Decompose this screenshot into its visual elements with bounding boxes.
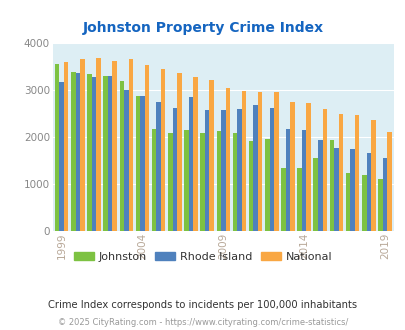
Bar bbox=[366, 153, 370, 231]
Bar bbox=[103, 76, 108, 231]
Bar bbox=[75, 73, 80, 231]
Bar bbox=[345, 173, 350, 231]
Bar bbox=[264, 139, 269, 231]
Text: Johnston Property Crime Index: Johnston Property Crime Index bbox=[82, 21, 323, 35]
Bar bbox=[386, 132, 391, 231]
Bar bbox=[285, 129, 290, 231]
Bar bbox=[225, 88, 230, 231]
Bar bbox=[92, 77, 96, 231]
Bar bbox=[200, 133, 205, 231]
Bar bbox=[237, 109, 241, 231]
Bar bbox=[124, 90, 128, 231]
Bar bbox=[168, 133, 172, 231]
Bar bbox=[184, 130, 188, 231]
Bar bbox=[329, 140, 333, 231]
Bar bbox=[333, 148, 338, 231]
Bar bbox=[205, 110, 209, 231]
Bar bbox=[160, 69, 165, 231]
Bar bbox=[290, 102, 294, 231]
Bar bbox=[108, 76, 112, 231]
Bar bbox=[209, 80, 213, 231]
Bar bbox=[135, 96, 140, 231]
Bar bbox=[87, 74, 92, 231]
Bar bbox=[361, 175, 366, 231]
Bar bbox=[188, 97, 193, 231]
Bar bbox=[55, 64, 59, 231]
Bar bbox=[257, 92, 262, 231]
Bar bbox=[71, 72, 75, 231]
Bar bbox=[232, 133, 237, 231]
Bar bbox=[193, 77, 197, 231]
Bar bbox=[281, 168, 285, 231]
Bar bbox=[377, 179, 382, 231]
Bar bbox=[269, 108, 273, 231]
Bar bbox=[350, 149, 354, 231]
Bar bbox=[313, 158, 317, 231]
Bar bbox=[151, 129, 156, 231]
Bar bbox=[382, 158, 386, 231]
Bar bbox=[156, 102, 160, 231]
Bar bbox=[354, 115, 358, 231]
Bar bbox=[220, 110, 225, 231]
Bar bbox=[140, 96, 145, 231]
Bar bbox=[273, 92, 278, 231]
Bar bbox=[338, 114, 342, 231]
Bar bbox=[248, 141, 253, 231]
Text: © 2025 CityRating.com - https://www.cityrating.com/crime-statistics/: © 2025 CityRating.com - https://www.city… bbox=[58, 318, 347, 327]
Bar bbox=[96, 58, 100, 231]
Bar bbox=[145, 65, 149, 231]
Bar bbox=[112, 61, 117, 231]
Bar bbox=[306, 103, 310, 231]
Bar bbox=[216, 131, 220, 231]
Bar bbox=[64, 62, 68, 231]
Bar bbox=[317, 140, 322, 231]
Bar bbox=[322, 109, 326, 231]
Bar bbox=[128, 59, 133, 231]
Bar bbox=[59, 82, 64, 231]
Bar bbox=[253, 105, 257, 231]
Bar bbox=[80, 59, 84, 231]
Bar bbox=[296, 168, 301, 231]
Bar bbox=[177, 74, 181, 231]
Bar bbox=[172, 108, 177, 231]
Text: Crime Index corresponds to incidents per 100,000 inhabitants: Crime Index corresponds to incidents per… bbox=[48, 300, 357, 310]
Bar bbox=[119, 81, 124, 231]
Legend: Johnston, Rhode Island, National: Johnston, Rhode Island, National bbox=[69, 248, 336, 267]
Bar bbox=[301, 130, 306, 231]
Bar bbox=[370, 119, 375, 231]
Bar bbox=[241, 91, 246, 231]
